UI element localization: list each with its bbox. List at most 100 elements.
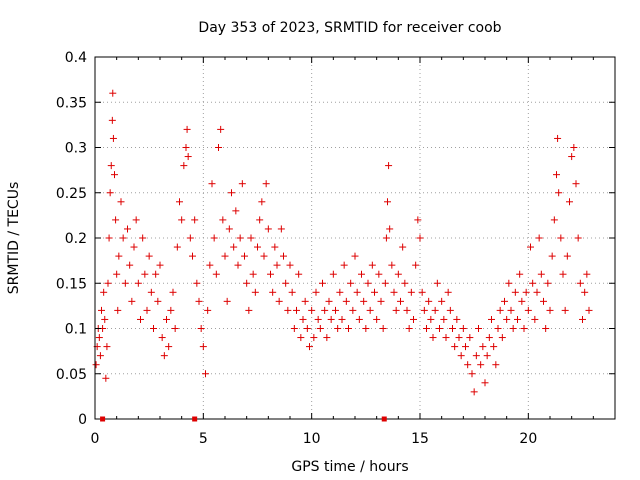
data-point [163, 315, 170, 323]
data-point [453, 315, 461, 323]
data-point [381, 279, 389, 287]
data-point [314, 315, 322, 323]
data-point [358, 270, 365, 278]
data-point [195, 297, 203, 305]
data-point [466, 334, 474, 342]
data-point [433, 279, 441, 287]
data-point [511, 288, 519, 296]
data-point [104, 279, 112, 287]
data-point [407, 288, 415, 296]
data-point [488, 315, 495, 323]
data-point [230, 243, 238, 251]
data-point [228, 189, 235, 197]
data-point [204, 306, 212, 314]
data-point [490, 343, 498, 351]
data-point [561, 306, 569, 314]
data-point [184, 153, 192, 161]
data-point [236, 234, 244, 242]
data-point [518, 297, 526, 305]
data-point [167, 306, 175, 314]
data-point [267, 270, 274, 278]
data-point [245, 306, 253, 314]
data-point [290, 325, 298, 332]
data-point [570, 144, 578, 151]
data-point [477, 361, 485, 369]
data-point [340, 261, 348, 269]
data-point [171, 325, 179, 332]
data-point [368, 261, 376, 269]
data-point [113, 270, 121, 278]
data-point [362, 325, 370, 332]
y-tick-label: 0.3 [65, 141, 87, 157]
data-point [416, 234, 424, 242]
data-point [193, 279, 201, 287]
data-point [405, 325, 413, 332]
data-point [306, 343, 313, 351]
data-point [321, 306, 329, 314]
data-point [455, 334, 463, 342]
data-point [297, 334, 305, 342]
data-point [375, 270, 383, 278]
data-point [310, 334, 318, 342]
data-point [121, 279, 129, 287]
data-point [284, 306, 292, 314]
data-point [275, 297, 283, 305]
data-point [139, 234, 147, 242]
data-point [537, 270, 545, 278]
data-point [114, 306, 122, 314]
data-point [472, 352, 480, 360]
data-point [130, 243, 138, 251]
zero-marker [381, 416, 387, 422]
data-point [169, 288, 177, 296]
data-point [225, 225, 233, 233]
y-tick-label: 0.35 [56, 95, 87, 111]
data-point [440, 315, 448, 323]
data-point [568, 153, 576, 161]
data-point [451, 343, 459, 351]
data-point [468, 370, 476, 378]
data-point [585, 306, 593, 314]
data-point [271, 243, 279, 251]
data-point [572, 180, 580, 188]
data-point [533, 288, 541, 296]
data-point [332, 306, 339, 314]
x-tick-label: 20 [519, 431, 537, 447]
data-point [223, 297, 231, 305]
data-point [154, 297, 162, 305]
chart-title: Day 353 of 2023, SRMTID for receiver coo… [198, 20, 501, 36]
data-point [583, 270, 591, 278]
data-point [401, 279, 409, 287]
data-point [103, 343, 111, 351]
data-point [143, 306, 151, 314]
data-point [101, 315, 109, 323]
data-point [576, 279, 584, 287]
data-point [109, 89, 117, 97]
data-point [325, 297, 333, 305]
data-point [514, 315, 521, 323]
data-point [410, 315, 417, 323]
zero-marker [100, 416, 106, 422]
data-point [247, 234, 255, 242]
data-point [483, 352, 491, 360]
data-point [496, 306, 504, 314]
data-point [319, 279, 326, 287]
data-points [92, 89, 593, 396]
data-point [92, 361, 100, 369]
data-point [308, 306, 316, 314]
data-point [449, 325, 456, 332]
data-point [379, 325, 387, 332]
data-point [355, 315, 363, 323]
data-point [438, 297, 446, 305]
data-point [529, 279, 537, 287]
data-point [509, 325, 517, 332]
data-point [414, 216, 422, 224]
data-point [559, 270, 567, 278]
data-point [249, 270, 257, 278]
data-point [425, 297, 433, 305]
x-tick-label: 5 [199, 431, 208, 447]
data-point [329, 270, 337, 278]
data-point [399, 243, 407, 251]
data-point [215, 144, 222, 151]
data-point [212, 270, 220, 278]
